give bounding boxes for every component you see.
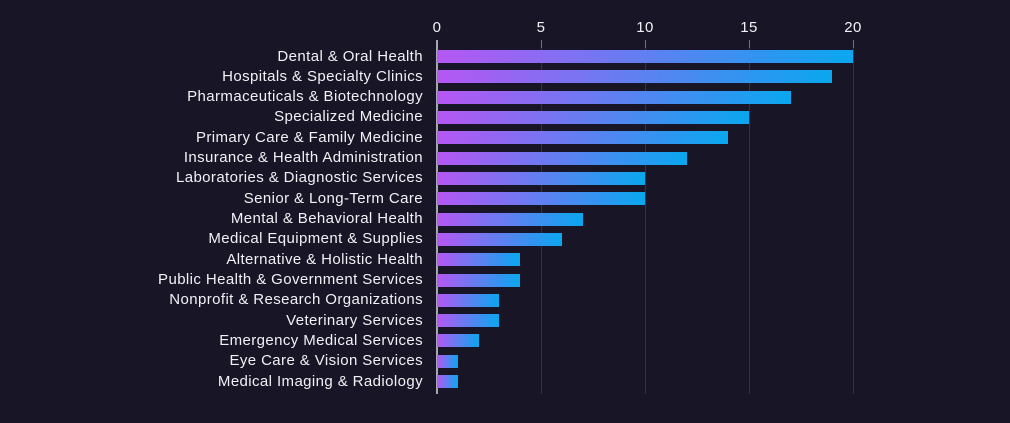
x-tick-label: 20 <box>844 19 862 36</box>
tick-mark <box>749 40 750 48</box>
tick-mark <box>853 40 854 48</box>
x-tick-label: 10 <box>636 19 654 36</box>
bar <box>437 110 749 124</box>
bar <box>437 151 687 165</box>
gridline <box>645 40 646 394</box>
bar <box>437 212 583 226</box>
bar <box>437 192 645 206</box>
category-label: Hospitals & Specialty Clinics <box>222 67 423 85</box>
category-label: Primary Care & Family Medicine <box>195 128 423 146</box>
category-label: Dental & Oral Health <box>277 47 423 65</box>
x-tick-label: 0 <box>432 19 442 36</box>
category-label: Insurance & Health Administration <box>183 149 423 167</box>
plot-area <box>436 40 855 394</box>
bar <box>437 354 458 368</box>
category-label: Emergency Medical Services <box>219 331 423 349</box>
tick-mark <box>645 40 646 48</box>
bar <box>437 314 500 328</box>
gridline <box>853 40 854 394</box>
bar <box>437 131 729 145</box>
category-label: Medical Imaging & Radiology <box>217 372 423 390</box>
category-label: Alternative & Holistic Health <box>226 250 423 268</box>
x-tick-label: 15 <box>740 19 758 36</box>
bar <box>437 293 500 307</box>
bar <box>437 273 521 287</box>
gridline <box>749 40 750 394</box>
bar <box>437 70 833 84</box>
category-label: Mental & Behavioral Health <box>230 210 423 228</box>
category-label: Senior & Long-Term Care <box>243 189 423 207</box>
tick-mark <box>541 40 542 48</box>
bar <box>437 334 479 348</box>
bar <box>437 253 521 267</box>
category-label: Medical Equipment & Supplies <box>208 230 423 248</box>
bar <box>437 90 791 104</box>
bar <box>437 50 853 63</box>
category-label: Specialized Medicine <box>274 108 423 126</box>
x-tick-label: 5 <box>536 19 546 36</box>
bar <box>437 375 458 389</box>
category-label: Nonprofit & Research Organizations <box>169 291 423 309</box>
bar <box>437 232 562 246</box>
category-label: Pharmaceuticals & Biotechnology <box>187 88 423 106</box>
category-label: Public Health & Government Services <box>158 271 423 289</box>
category-label: Veterinary Services <box>286 311 423 329</box>
category-label: Eye Care & Vision Services <box>229 352 423 370</box>
bar <box>437 171 645 185</box>
category-label: Laboratories & Diagnostic Services <box>175 169 423 187</box>
